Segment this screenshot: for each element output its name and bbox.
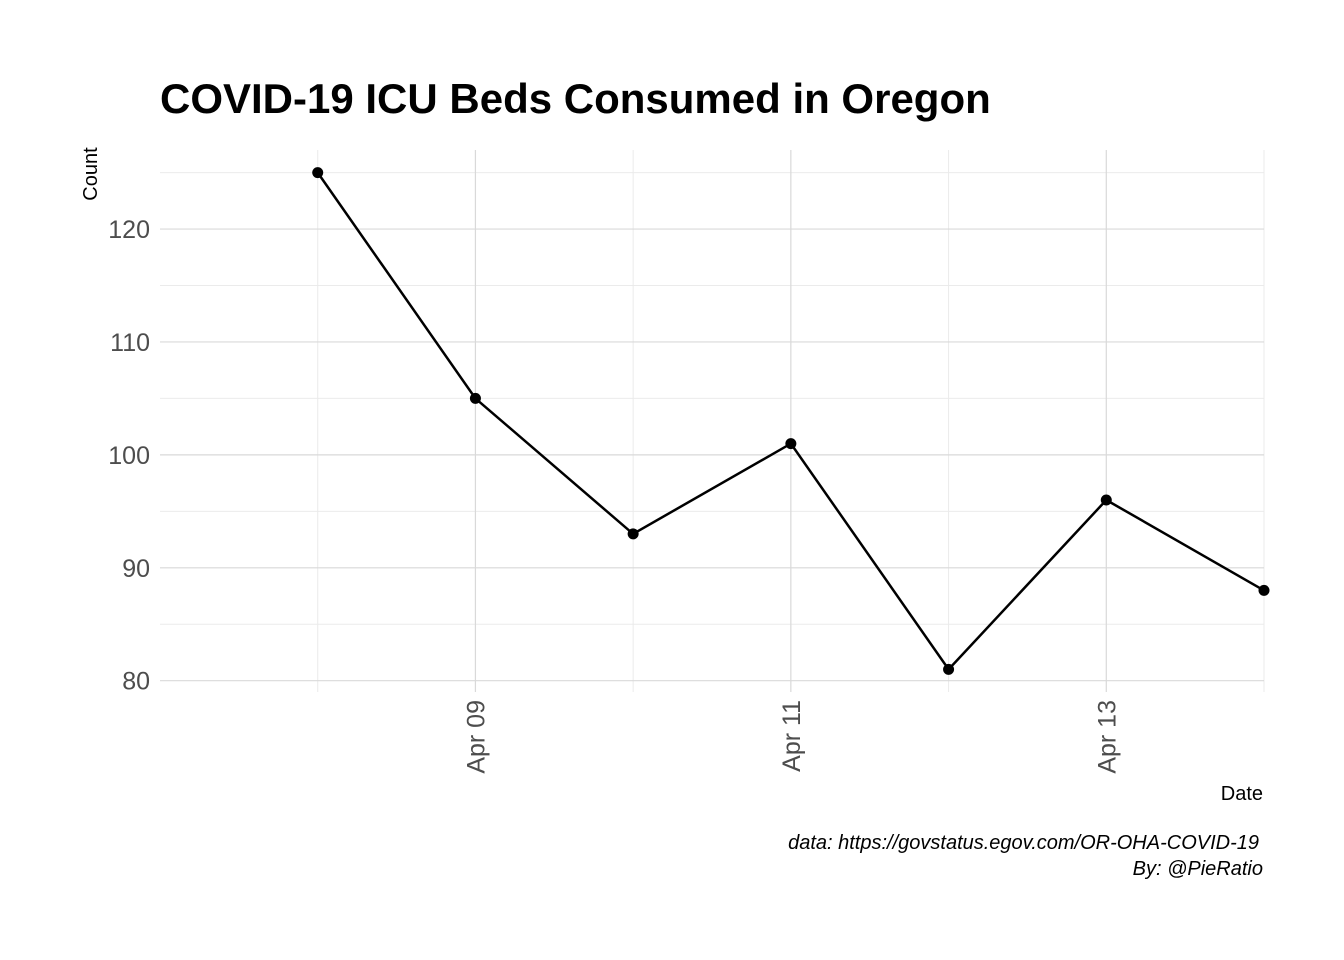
y-axis-title: Count <box>80 147 102 201</box>
data-points <box>312 167 1270 675</box>
data-point <box>312 167 324 179</box>
y-tick-label: 90 <box>122 555 150 583</box>
caption-author: By: @PieRatio <box>1133 858 1263 880</box>
data-point <box>943 663 955 675</box>
chart-title: COVID-19 ICU Beds Consumed in Oregon <box>160 75 991 122</box>
data-point <box>785 438 797 450</box>
grid <box>160 150 1265 692</box>
data-point <box>1258 584 1270 596</box>
y-tick-label: 120 <box>108 216 150 244</box>
data-point <box>469 392 481 404</box>
x-tick-label: Apr 09 <box>462 700 490 774</box>
y-axis-ticks: 80 90 100 110 120 <box>108 216 150 696</box>
y-tick-label: 80 <box>122 668 150 696</box>
x-axis-ticks: Apr 09 Apr 11 Apr 13 <box>462 700 1121 774</box>
y-tick-label: 110 <box>110 329 150 357</box>
data-point <box>1100 494 1112 506</box>
y-tick-label: 100 <box>108 442 150 470</box>
x-axis-title: Date <box>1221 783 1263 805</box>
x-tick-label: Apr 13 <box>1093 700 1121 774</box>
data-point <box>627 528 639 540</box>
x-tick-label: Apr 11 <box>778 700 806 772</box>
caption-source: data: https://govstatus.egov.com/OR-OHA-… <box>788 832 1259 854</box>
